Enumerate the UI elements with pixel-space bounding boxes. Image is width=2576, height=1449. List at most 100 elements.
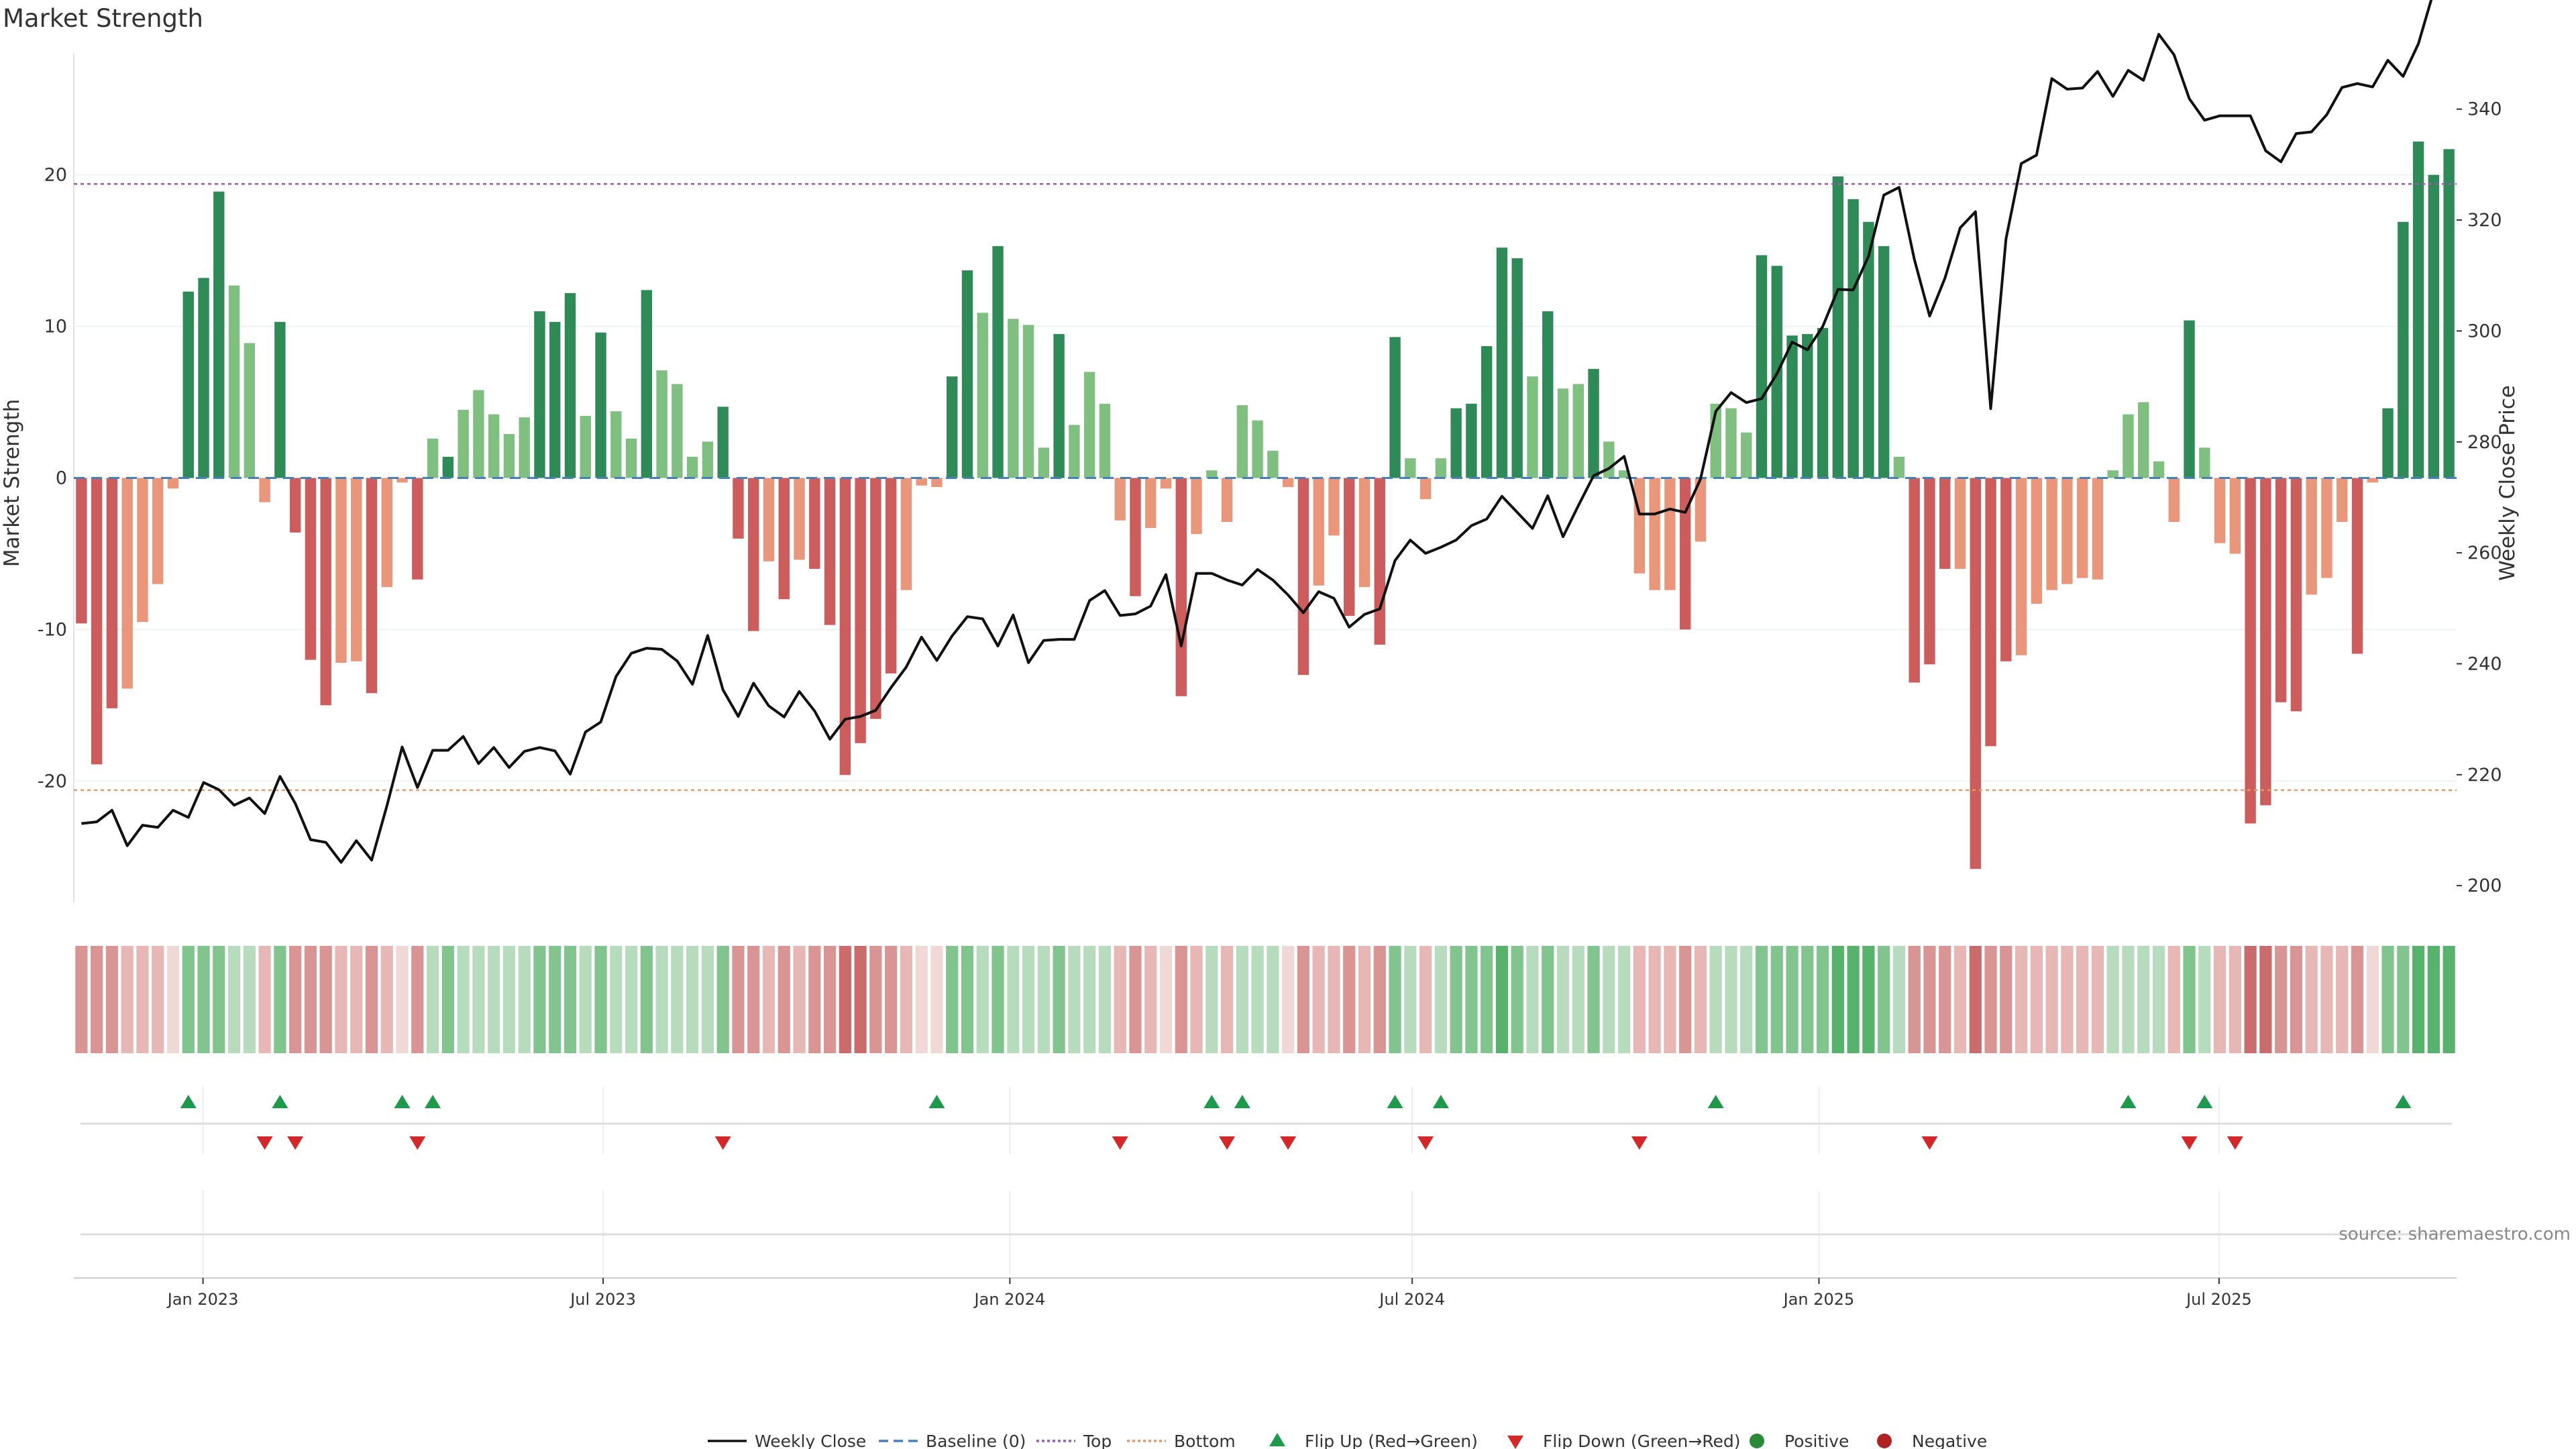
- state-cell: [991, 946, 1004, 1053]
- strength-bar: [1022, 325, 1034, 478]
- state-cell: [1617, 946, 1631, 1053]
- state-cell: [1847, 946, 1860, 1053]
- x-tick-label: Jan 2024: [973, 1290, 1046, 1309]
- state-cell: [1159, 946, 1173, 1053]
- state-cell: [869, 946, 882, 1053]
- x-tick-label: Jan 2023: [166, 1290, 239, 1309]
- state-cell: [900, 946, 913, 1053]
- strength-bar: [1511, 258, 1523, 478]
- state-cell: [1556, 946, 1570, 1053]
- state-cell: [1022, 946, 1035, 1053]
- strength-bar: [1832, 176, 1844, 478]
- state-cell: [1878, 946, 1890, 1053]
- state-cell: [701, 946, 714, 1053]
- state-cell: [2366, 946, 2379, 1053]
- state-cell: [1053, 946, 1065, 1053]
- state-cell: [1481, 946, 1493, 1053]
- axis-ticks: -20 -10 0 10 20 200 220 240 260 280 300 320 340: [38, 99, 2502, 897]
- strength-bar: [1863, 221, 1874, 478]
- state-cell: [2076, 946, 2089, 1053]
- state-cell: [1328, 946, 1340, 1053]
- strength-bar: [458, 409, 469, 478]
- state-cell: [2320, 946, 2333, 1053]
- state-cell: [1434, 946, 1447, 1053]
- y-tick-label: 0: [56, 468, 67, 489]
- state-cell: [1786, 946, 1799, 1053]
- state-cell: [502, 946, 516, 1053]
- y2-tick-label: 300: [2467, 321, 2502, 341]
- strength-bar: [2412, 142, 2424, 478]
- state-cell: [961, 946, 974, 1053]
- strength-bar: [2168, 478, 2180, 523]
- strength-bar: [106, 478, 118, 708]
- strength-bar: [1725, 408, 1737, 478]
- strength-bar: [320, 478, 331, 706]
- strength-bar: [1038, 447, 1050, 478]
- flip-up-marker: [425, 1095, 441, 1108]
- state-cell: [91, 946, 103, 1053]
- state-cell: [686, 946, 699, 1053]
- x-tick-label: Jul 2025: [2185, 1290, 2252, 1309]
- strength-bar: [1358, 478, 1371, 588]
- strength-bar: [855, 478, 866, 743]
- flip-down-marker: [1112, 1136, 1128, 1150]
- strength-bar: [167, 478, 179, 489]
- strength-bar: [1741, 432, 1752, 478]
- strength-bar: [1236, 405, 1248, 478]
- flip-up-marker: [272, 1095, 288, 1108]
- state-cell: [1770, 946, 1783, 1053]
- state-cell: [1679, 946, 1692, 1053]
- legend-label: Top: [1083, 1432, 1112, 1449]
- strength-bar: [1008, 319, 1019, 478]
- x-tick-label: Jul 2023: [569, 1290, 636, 1309]
- state-cell: [488, 946, 500, 1053]
- state-cell: [1312, 946, 1325, 1053]
- state-cell: [885, 946, 898, 1053]
- flip-up-marker: [1387, 1095, 1403, 1108]
- strength-bar: [549, 321, 561, 478]
- state-cell: [2106, 946, 2119, 1053]
- strength-bar: [244, 343, 256, 478]
- state-cell: [549, 946, 561, 1053]
- state-cell: [1725, 946, 1737, 1053]
- state-cell: [1587, 946, 1600, 1053]
- chart-title: Market Strength: [3, 4, 203, 33]
- state-cell: [625, 946, 638, 1053]
- strength-bar: [259, 478, 270, 502]
- state-cell: [762, 946, 775, 1053]
- state-cell: [1373, 946, 1386, 1053]
- state-cell: [1953, 946, 1967, 1053]
- state-cell: [1755, 946, 1768, 1053]
- state-cell: [396, 946, 409, 1053]
- state-cell: [930, 946, 943, 1053]
- flip-down-marker: [714, 1136, 731, 1150]
- strength-bar: [1191, 478, 1202, 535]
- strength-bar: [1053, 333, 1065, 478]
- legend-swatch: [1269, 1433, 1285, 1446]
- state-cell: [2137, 946, 2150, 1053]
- strength-bar: [2229, 478, 2241, 554]
- state-cell: [1648, 946, 1661, 1053]
- flip-up-marker: [1203, 1095, 1220, 1108]
- state-cell: [671, 946, 684, 1053]
- strength-bar: [1083, 372, 1095, 478]
- state-cell: [1816, 946, 1829, 1053]
- state-cell: [747, 946, 760, 1053]
- state-cell: [105, 946, 119, 1053]
- strength-bar: [2015, 478, 2027, 655]
- state-cell: [2412, 946, 2425, 1053]
- flip-down-marker: [1219, 1136, 1236, 1150]
- state-cell: [2000, 946, 2012, 1053]
- state-cell: [1664, 946, 1676, 1053]
- strength-bar: [2184, 320, 2195, 478]
- strength-bar: [1344, 478, 1355, 616]
- state-cell: [2213, 946, 2226, 1053]
- state-cell: [1572, 946, 1585, 1053]
- strength-bar: [2260, 478, 2271, 806]
- state-cell: [182, 946, 195, 1053]
- strength-bar: [412, 478, 423, 580]
- strength-bar: [274, 321, 286, 478]
- flip-markers: [80, 1095, 2452, 1236]
- state-cell: [1831, 946, 1844, 1053]
- state-cell: [350, 946, 363, 1053]
